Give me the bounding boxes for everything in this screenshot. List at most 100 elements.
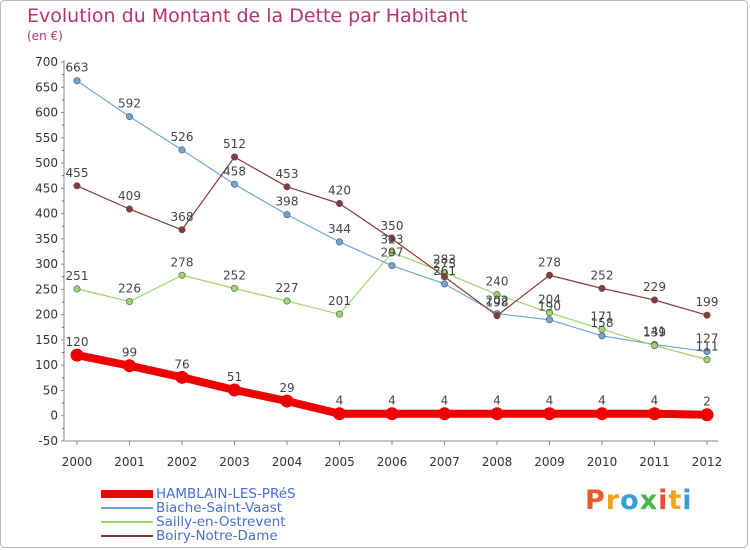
y-tick-label: 150: [35, 333, 58, 347]
x-tick-label: 2008: [482, 455, 513, 469]
x-tick-label: 2006: [377, 455, 408, 469]
data-point: [388, 262, 396, 270]
data-label: 420: [328, 183, 351, 197]
data-point: [438, 407, 451, 421]
data-label: 4: [598, 394, 606, 408]
x-tick-label: 2009: [534, 455, 565, 469]
data-point: [178, 226, 186, 234]
data-point: [545, 271, 553, 279]
data-point: [126, 298, 134, 306]
data-point: [440, 273, 448, 281]
data-point: [283, 183, 291, 191]
y-tick-label: 50: [43, 383, 58, 397]
data-point: [335, 199, 343, 207]
data-label: 278: [171, 255, 194, 269]
data-point: [73, 182, 81, 190]
data-point: [490, 407, 504, 421]
data-point: [175, 370, 189, 384]
data-label: 455: [66, 166, 89, 180]
data-point: [700, 408, 714, 422]
data-label: 350: [381, 219, 404, 233]
data-point: [493, 312, 501, 320]
data-point: [440, 280, 448, 288]
data-label: 190: [538, 300, 561, 314]
logo-letter: i: [682, 485, 693, 516]
data-label: 251: [66, 269, 89, 283]
data-label: 398: [276, 195, 299, 209]
data-label: 4: [441, 394, 449, 408]
logo-letter: r: [605, 485, 621, 516]
data-label: 139: [643, 325, 666, 339]
logo-letter: x: [639, 485, 659, 516]
x-tick-label: 2012: [692, 455, 723, 469]
y-tick-label: 300: [35, 257, 58, 271]
data-label: 111: [696, 340, 719, 354]
data-point: [283, 297, 291, 305]
data-label: 278: [538, 255, 561, 269]
data-point: [178, 146, 186, 154]
data-label: 261: [433, 264, 456, 278]
data-label: 4: [493, 394, 501, 408]
data-label: 51: [227, 370, 242, 384]
data-label: 76: [174, 357, 189, 371]
x-tick-label: 2002: [167, 455, 198, 469]
data-label: 4: [651, 394, 659, 408]
data-label: 409: [118, 189, 141, 203]
data-label: 283: [433, 253, 456, 267]
data-point: [648, 407, 661, 421]
data-point: [228, 383, 241, 397]
y-tick-label: 650: [35, 80, 58, 94]
data-label: 204: [538, 293, 561, 307]
data-label: 141: [643, 324, 666, 338]
y-tick-label: 100: [35, 358, 58, 372]
x-tick-label: 2003: [219, 455, 250, 469]
data-point: [280, 394, 294, 408]
data-label: 275: [433, 257, 456, 271]
data-point: [388, 235, 396, 243]
data-label: 252: [591, 268, 614, 282]
data-point: [231, 153, 239, 161]
y-tick-label: -50: [38, 434, 58, 448]
chart-title: Evolution du Montant de la Dette par Hab…: [27, 5, 468, 27]
data-point: [598, 325, 606, 333]
x-tick-label: 2001: [114, 455, 145, 469]
data-label: 120: [66, 335, 89, 349]
logo-letter: i: [658, 485, 669, 516]
data-point: [598, 332, 606, 340]
data-label: 199: [696, 295, 719, 309]
data-label: 99: [122, 346, 137, 360]
y-tick-label: 700: [35, 55, 58, 69]
x-tick-label: 2005: [324, 455, 355, 469]
legend-label: Boiry-Notre-Dame: [156, 528, 278, 544]
data-point: [70, 348, 84, 362]
data-point: [543, 407, 556, 421]
data-label: 158: [591, 316, 614, 330]
data-label: 297: [381, 246, 404, 260]
legend-label: HAMBLAIN-LES-PRéS: [156, 486, 296, 502]
data-label: 4: [546, 394, 554, 408]
legend-swatch: [101, 490, 153, 498]
data-label: 458: [223, 164, 246, 178]
data-point: [598, 284, 606, 292]
logo-letter: t: [668, 485, 683, 516]
data-label: 526: [171, 130, 194, 144]
data-point: [283, 211, 291, 219]
proxiti-logo: Proxiti: [585, 485, 693, 516]
data-point: [73, 285, 81, 293]
data-label: 252: [223, 268, 246, 282]
data-label: 344: [328, 222, 351, 236]
y-tick-label: 500: [35, 156, 58, 170]
data-label: 512: [223, 137, 246, 151]
data-point: [703, 356, 711, 364]
data-point: [73, 77, 81, 85]
data-label: 663: [66, 61, 89, 75]
logo-letter: P: [585, 485, 606, 516]
data-point: [126, 205, 134, 213]
data-label: 592: [118, 97, 141, 111]
data-point: [703, 311, 711, 319]
legend-label: Sailly-en-Ostrevent: [156, 514, 286, 530]
data-label: 127: [696, 332, 719, 346]
x-tick-label: 2011: [639, 455, 670, 469]
x-tick-label: 2000: [62, 455, 93, 469]
